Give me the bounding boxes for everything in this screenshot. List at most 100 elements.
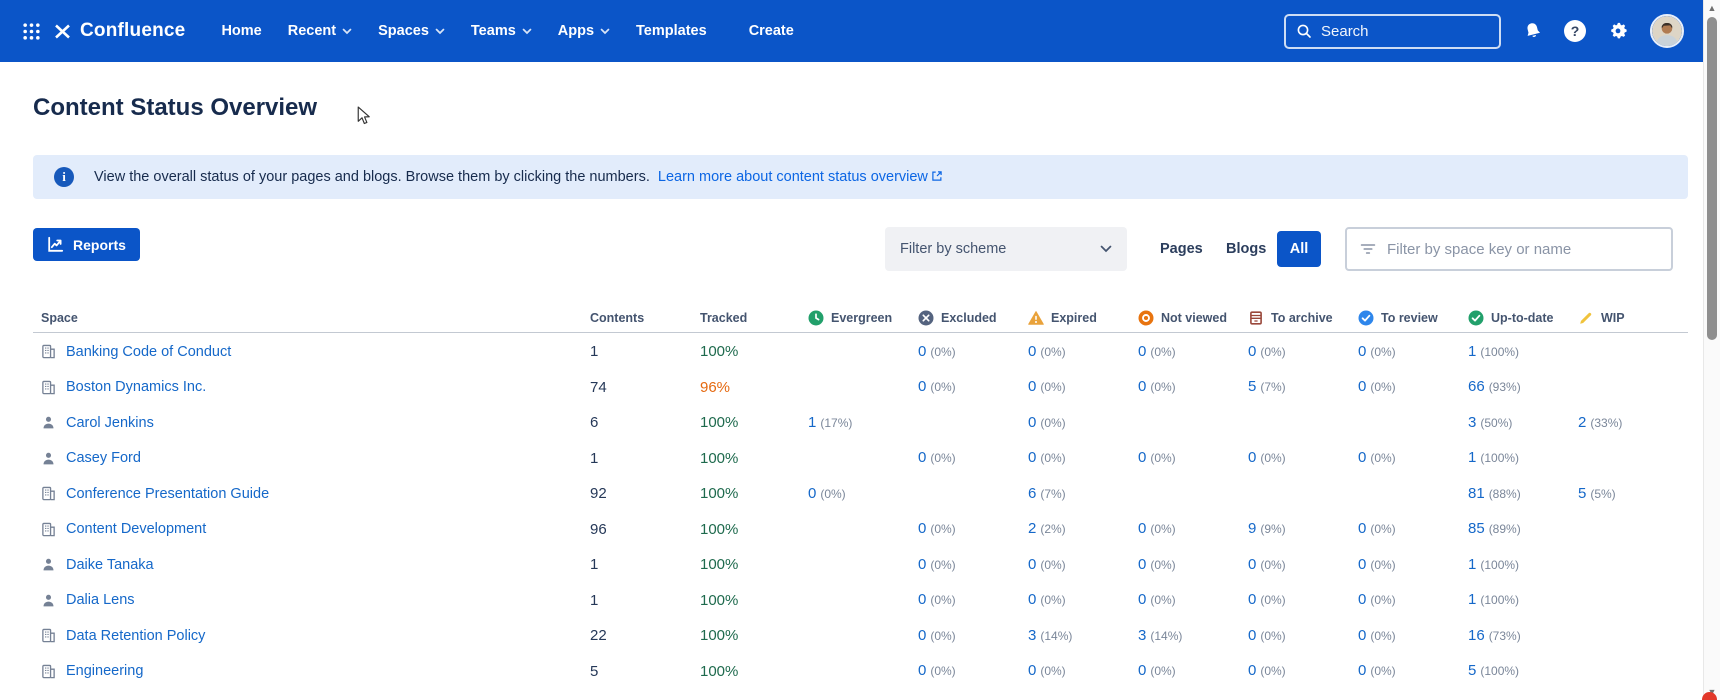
status-count[interactable]: 0 [1028,591,1037,609]
status-count[interactable]: 0 [1358,662,1367,680]
status-count[interactable]: 0 [1028,698,1036,700]
confluence-logo[interactable]: Confluence [54,20,185,42]
nav-item-spaces[interactable]: Spaces [378,23,445,39]
status-count[interactable]: 0 [1358,626,1367,644]
scheme-filter-select[interactable]: Filter by scheme [885,227,1127,271]
status-count[interactable]: 9 [1248,520,1257,538]
help-icon[interactable]: ? [1564,20,1586,42]
status-count[interactable]: 0 [1138,449,1147,467]
status-count[interactable]: 4 [1468,698,1476,700]
status-count[interactable]: 0 [1138,555,1147,573]
space-link[interactable]: Daike Tanaka [66,556,154,573]
status-count[interactable]: 0 [1028,413,1037,431]
status-count[interactable]: 66 [1468,378,1485,396]
status-count[interactable]: 0 [918,378,927,396]
status-count[interactable]: 2 [1578,413,1587,431]
status-count[interactable]: 0 [1358,378,1367,396]
status-count[interactable]: 0 [808,698,816,700]
tab-pages[interactable]: Pages [1160,241,1203,257]
user-avatar[interactable] [1650,14,1684,48]
status-percent: (0%) [1370,557,1396,572]
status-count[interactable]: 0 [808,484,817,502]
space-link[interactable]: Eva Walls [66,699,130,700]
status-count[interactable]: 0 [1248,662,1257,680]
status-percent: (5%) [1590,486,1616,501]
status-count[interactable]: 0 [1028,662,1037,680]
scrollbar-thumb[interactable] [1707,17,1717,340]
status-count[interactable]: 0 [1358,449,1367,467]
status-count[interactable]: 0 [1028,449,1037,467]
settings-gear-icon[interactable] [1607,20,1629,42]
status-count[interactable]: 0 [918,555,927,573]
status-count[interactable]: 0 [918,591,927,609]
status-count[interactable]: 1 [1468,555,1477,573]
learn-more-link[interactable]: Learn more about content status overview [657,168,928,185]
status-count[interactable]: 0 [1248,626,1257,644]
status-count[interactable]: 0 [1248,555,1257,573]
space-link[interactable]: Content Development [66,521,207,538]
status-count[interactable]: 85 [1468,520,1485,538]
app-switcher-icon[interactable] [22,22,41,41]
status-count[interactable]: 0 [1028,342,1037,360]
status-count[interactable]: 0 [1248,342,1257,360]
status-count[interactable]: 3 [1138,626,1147,644]
status-count[interactable]: 0 [918,342,927,360]
status-count[interactable]: 1 [1578,698,1586,700]
status-count[interactable]: 0 [1138,378,1147,396]
status-count[interactable]: 0 [918,449,927,467]
tab-blogs[interactable]: Blogs [1226,241,1267,257]
status-count[interactable]: 0 [918,520,927,538]
space-link[interactable]: Banking Code of Conduct [66,343,232,360]
status-count[interactable]: 0 [1358,342,1367,360]
status-count[interactable]: 0 [1138,591,1147,609]
nav-item-recent[interactable]: Recent [288,23,352,39]
nav-item-apps[interactable]: Apps [558,23,610,39]
vertical-scrollbar[interactable]: ▲ ▼ [1703,0,1720,700]
status-count[interactable]: 3 [1468,413,1477,431]
status-count[interactable]: 5 [1248,378,1257,396]
status-count[interactable]: 5 [1468,662,1477,680]
status-count[interactable]: 0 [1358,520,1367,538]
status-count[interactable]: 0 [1138,520,1147,538]
space-link[interactable]: Boston Dynamics Inc. [66,379,207,396]
status-count[interactable]: 5 [1578,484,1587,502]
status-count[interactable]: 0 [1358,591,1367,609]
global-search[interactable] [1284,13,1501,49]
status-count[interactable]: 1 [808,413,817,431]
status-count[interactable]: 16 [1468,626,1485,644]
notifications-bell-icon[interactable] [1521,19,1545,43]
status-count[interactable]: 1 [1468,342,1477,360]
status-count[interactable]: 0 [1138,342,1147,360]
col-up-to-date: Up-to-date [1468,310,1578,326]
status-count[interactable]: 0 [1248,449,1257,467]
status-count[interactable]: 81 [1468,484,1485,502]
space-link[interactable]: Conference Presentation Guide [66,485,270,502]
status-count[interactable]: 0 [918,626,927,644]
create-button[interactable]: Create [748,23,794,39]
search-input[interactable] [1321,22,1489,40]
space-filter-input[interactable] [1387,240,1658,258]
nav-item-templates[interactable]: Templates [636,23,707,39]
tab-all[interactable]: All [1277,231,1321,267]
space-filter-field[interactable] [1345,227,1673,271]
status-count[interactable]: 2 [1028,520,1037,538]
reports-button[interactable]: Reports [33,228,140,261]
space-link[interactable]: Data Retention Policy [66,627,206,644]
space-link[interactable]: Casey Ford [66,450,141,467]
space-link[interactable]: Engineering [66,663,144,680]
scroll-up-arrow-icon[interactable]: ▲ [1707,3,1717,13]
status-count[interactable]: 0 [1028,378,1037,396]
nav-item-teams[interactable]: Teams [471,23,532,39]
status-count[interactable]: 1 [1468,591,1477,609]
status-count[interactable]: 0 [1028,555,1037,573]
status-count[interactable]: 0 [1358,555,1367,573]
status-count[interactable]: 1 [1468,449,1477,467]
nav-item-home[interactable]: Home [221,23,262,39]
status-count[interactable]: 6 [1028,484,1037,502]
space-link[interactable]: Dalia Lens [66,592,135,609]
space-link[interactable]: Carol Jenkins [66,414,154,431]
status-count[interactable]: 0 [1248,591,1257,609]
status-count[interactable]: 0 [918,662,927,680]
status-count[interactable]: 0 [1138,662,1147,680]
status-count[interactable]: 3 [1028,626,1037,644]
